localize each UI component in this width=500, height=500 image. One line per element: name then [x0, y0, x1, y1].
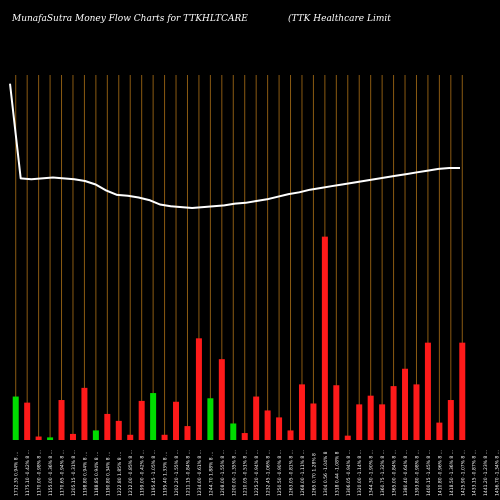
bar	[12, 396, 19, 440]
bar	[138, 400, 145, 440]
bar	[230, 423, 237, 440]
x-tick-label: 1393.80 -0.98% 8 ...	[414, 450, 420, 496]
bar	[24, 402, 31, 440]
bar	[287, 430, 294, 440]
chart-title: MunafaSutra Money Flow Charts for TTKHLT…	[12, 14, 248, 24]
x-tick-label: 1265 0.70 1.28% 8	[311, 453, 317, 496]
x-tick-label: 1195.45 -1.05% 8 ...	[151, 450, 157, 496]
x-tick-label: 1234.00 -0.61% 8 ...	[197, 450, 203, 496]
x-tick-label: 1170.65 -0.94% 8 ...	[60, 450, 66, 496]
bar	[436, 422, 443, 440]
bar	[81, 387, 88, 440]
x-tick-label: 1205.15 -0.31% 8 ...	[71, 450, 77, 496]
bar	[333, 385, 340, 440]
bar	[276, 417, 283, 440]
x-tick-label: 1188.85 0.94% 8 ...	[94, 452, 100, 496]
bar	[218, 359, 225, 440]
x-tick-label: 1198.80 0.94% 8 ...	[82, 452, 88, 496]
bar	[413, 384, 420, 440]
x-tick-label: 1263.05 -0.81% 8 ...	[289, 450, 295, 496]
x-tick-label: 1410.80 -0.96% 8 ...	[437, 450, 443, 496]
x-tick-label: 1190.80 0.34% 8 ...	[105, 452, 111, 496]
bar	[161, 434, 168, 440]
x-tick-label: 1425.90 -1.07% 8 ...	[460, 450, 466, 496]
x-tick-label: 1306.05 -0.94% 8 ...	[346, 450, 352, 496]
bar	[184, 426, 191, 440]
bar	[253, 396, 260, 440]
bar	[424, 342, 431, 440]
bar	[47, 437, 54, 440]
x-tick-label: 1456.70 -1.34% 8 ...	[495, 450, 500, 496]
x-tick-label: 1400.15 -1.45% 8 ...	[426, 450, 432, 496]
x-tick-label: 1175.10 -0.42% 8 ...	[25, 450, 31, 496]
bar	[35, 436, 42, 440]
bar	[127, 434, 134, 440]
bar	[447, 400, 454, 440]
bar	[264, 410, 271, 440]
bar	[115, 420, 122, 440]
x-tick-label: 1170.00 -0.98% 8 ...	[37, 450, 43, 496]
x-tick-label: 1268.00 -1.11% 8 ...	[300, 450, 306, 496]
bar	[92, 430, 99, 440]
x-tick-label: 1208.00 -1.55% 8 ...	[220, 450, 226, 496]
chart-subtitle: (TTK Healthcare Limit	[288, 14, 391, 24]
bar	[207, 398, 214, 440]
x-tick-label: 1320.00 -1.14% 8 ...	[357, 450, 363, 496]
bar	[58, 400, 65, 440]
x-tick-label: 1250.50 -0.90% 8 ...	[277, 450, 283, 496]
x-tick-label: 1199.00 -0.42% 8 ...	[140, 450, 146, 496]
x-tick-label: 1318 0.44 -1.08% 8	[334, 451, 340, 496]
x-tick-label: 1365.00 -0.84% 8 ...	[392, 450, 398, 496]
bar	[241, 433, 248, 440]
x-tick-label: 1244.70 1.88% 8 ...	[208, 452, 214, 496]
bar	[173, 401, 180, 440]
x-tick-label: 1210.05 -0.51% 8 ...	[243, 450, 249, 496]
x-tick-label: 1232.45 -1.06% 8 ...	[266, 450, 272, 496]
x-tick-label: 1360.75 -1.32% 8 ...	[380, 450, 386, 496]
x-tick-label: 1200.00 -1.35% 8 ...	[231, 450, 237, 496]
bar	[321, 236, 328, 440]
bar	[390, 386, 397, 440]
price-line	[9, 83, 460, 209]
bar	[298, 384, 305, 440]
x-tick-label: 1712.35 0.94% 8 ...	[14, 452, 20, 496]
x-tick-label: 1441.20 -1.23% 8 ...	[483, 450, 489, 496]
bar	[104, 413, 111, 440]
x-tick-label: 1418.50 -1.36% 8 ...	[449, 450, 455, 496]
x-tick-label: 1212.00 -0.85% 8 ...	[128, 450, 134, 496]
x-tick-label: 1222.80 1.85% 8 ...	[117, 452, 123, 496]
x-tick-label: 1225.20 -0.94% 8 ...	[254, 450, 260, 496]
x-tick-label: 1195.40 1.33% 8 ...	[163, 452, 169, 496]
bar	[356, 404, 363, 440]
x-tick-label: 1202.20 -1.55% 8 ...	[174, 450, 180, 496]
x-tick-label: 1211.15 -0.84% 8 ...	[185, 450, 191, 496]
x-tick-label: 1155.00 -0.36% 8 ...	[48, 450, 54, 496]
x-tick-label: 1304 0.56 -1.04% 8	[323, 451, 329, 496]
x-tick-label: 1344.30 -1.90% 8 ...	[369, 450, 375, 496]
bar	[379, 404, 386, 440]
bar	[310, 403, 317, 440]
bar	[402, 368, 409, 440]
bar	[150, 393, 157, 440]
x-tick-label: 1433.15 -0.87% 8 ...	[472, 450, 478, 496]
x-tick-label: 1380.40 -0.64% 8 ...	[403, 450, 409, 496]
bar	[367, 395, 374, 440]
bar	[195, 338, 202, 440]
bar	[459, 342, 466, 440]
bar	[69, 433, 76, 440]
bar	[344, 435, 351, 440]
